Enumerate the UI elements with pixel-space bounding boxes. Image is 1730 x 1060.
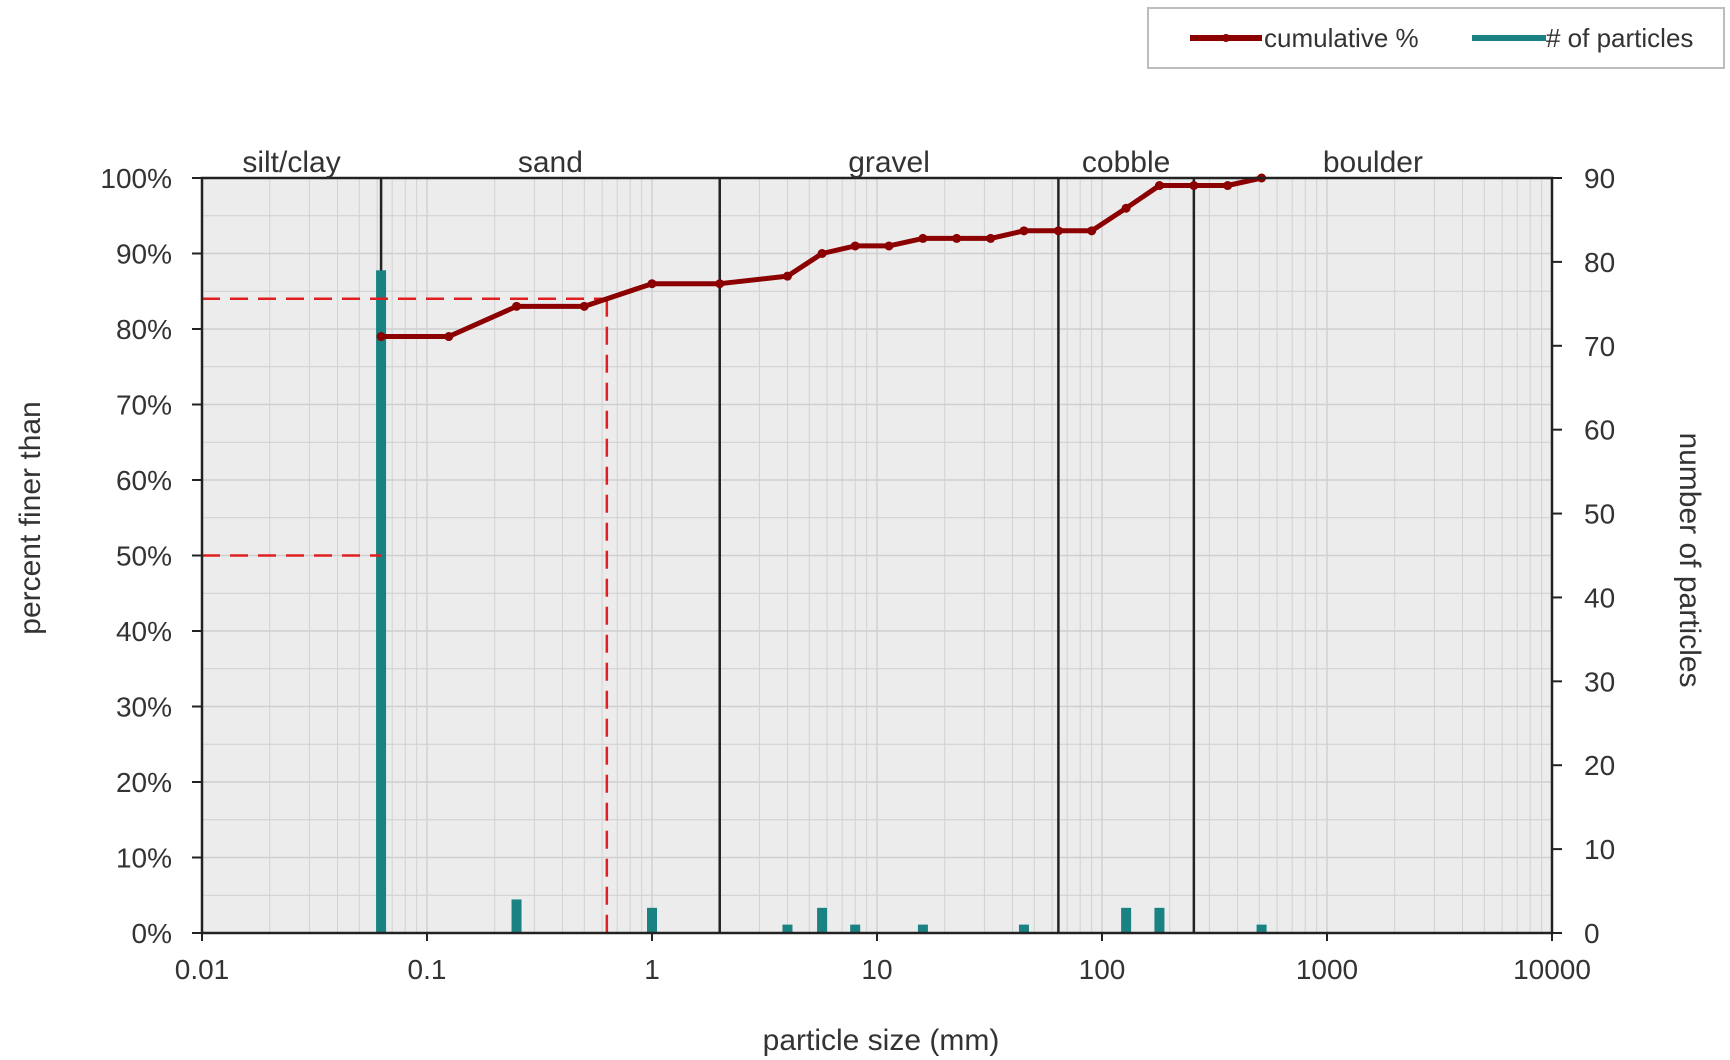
y-tick-label: 100% [100,163,172,194]
y2-tick-label: 80 [1584,247,1615,278]
y2-tick-label: 40 [1584,582,1615,613]
cumulative-point [918,233,928,243]
particle-count-bar [850,924,861,933]
cumulative-point [884,241,894,251]
y-tick-label: 50% [116,541,172,572]
particle-count-bar [1018,924,1029,933]
cumulative-point [1019,226,1029,236]
particle-count-bar [376,270,387,933]
x-tick-label: 100 [1079,954,1126,985]
particle-count-bar [1121,907,1132,933]
particle-count-bar [1256,924,1267,933]
y-tick-label: 10% [116,843,172,874]
cumulative-point [782,271,792,281]
cumulative-point [850,241,860,251]
size-class-label: silt/clay [242,146,340,179]
cumulative-point [376,332,386,342]
cumulative-point [647,279,657,289]
cumulative-point [1087,226,1097,236]
cumulative-point [817,249,827,258]
x-tick-label: 1000 [1296,954,1358,985]
cumulative-point [986,233,996,243]
size-class-label: boulder [1323,146,1423,179]
cumulative-point [1053,226,1063,236]
cumulative-series [376,173,1267,342]
y2-tick-label: 90 [1584,163,1615,194]
legend-cumulative-marker [1222,34,1230,42]
cumulative-point [512,301,522,311]
y-tick-label: 30% [116,692,172,723]
cumulative-point [1121,203,1131,213]
size-class-labels: silt/clay sand gravel cobble boulder [242,146,1423,179]
particle-count-bars [376,270,1267,933]
x-tick-label: 10 [861,954,892,985]
y-tick-label: 90% [116,239,172,270]
y-tick-label: 70% [116,390,172,421]
gridlines [201,177,1552,934]
legend-cumulative-label: cumulative % [1264,23,1419,53]
y2-tick-label: 30 [1584,666,1615,697]
size-class-label: sand [518,146,583,179]
size-class-label: cobble [1082,146,1170,179]
y-tick-label: 20% [116,767,172,798]
x-tick-label: 10000 [1513,954,1591,985]
y-tick-label: 0% [132,918,172,949]
y-axis-ticks: 0% 10% 20% 30% 40% 50% 60% 70% 80% 90% 100% [100,163,202,949]
particle-count-bar [1154,907,1165,933]
reference-lines [202,297,609,933]
y-axis-title: percent finer than [14,401,47,634]
cumulative-point [444,332,454,342]
legend: cumulative % # of particles [1147,7,1725,69]
particle-count-bar [782,924,793,933]
y2-tick-label: 60 [1584,415,1615,446]
y2-tick-label: 20 [1584,750,1615,781]
y2-tick-label: 10 [1584,834,1615,865]
cumulative-point [579,301,589,311]
y2-tick-label: 50 [1584,499,1615,530]
y-tick-label: 60% [116,465,172,496]
particle-count-bar [511,899,522,933]
cumulative-point [1223,181,1233,191]
x-axis-ticks: 0.01 0.1 1 10 100 1000 10000 [175,933,1591,985]
y-tick-label: 40% [116,616,172,647]
particle-count-bar [917,924,928,933]
y2-tick-label: 0 [1584,918,1600,949]
cumulative-point [1154,181,1164,191]
y2-tick-label: 70 [1584,331,1615,362]
x-tick-label: 1 [644,954,660,985]
cumulative-point [1189,181,1199,191]
x-axis-title: particle size (mm) [763,1024,1000,1057]
y2-axis-ticks: 0 10 20 30 40 50 60 70 80 90 [1552,163,1615,949]
x-tick-label: 0.1 [408,954,447,985]
x-tick-label: 0.01 [175,954,230,985]
particle-count-bar [817,907,828,933]
y2-axis-title: number of particles [1673,432,1706,687]
size-class-label: gravel [848,146,930,179]
particle-count-bar [647,907,657,933]
legend-particles-label: # of particles [1546,23,1693,53]
cumulative-point [715,279,725,289]
y-tick-label: 80% [116,314,172,345]
cumulative-point [952,233,962,243]
